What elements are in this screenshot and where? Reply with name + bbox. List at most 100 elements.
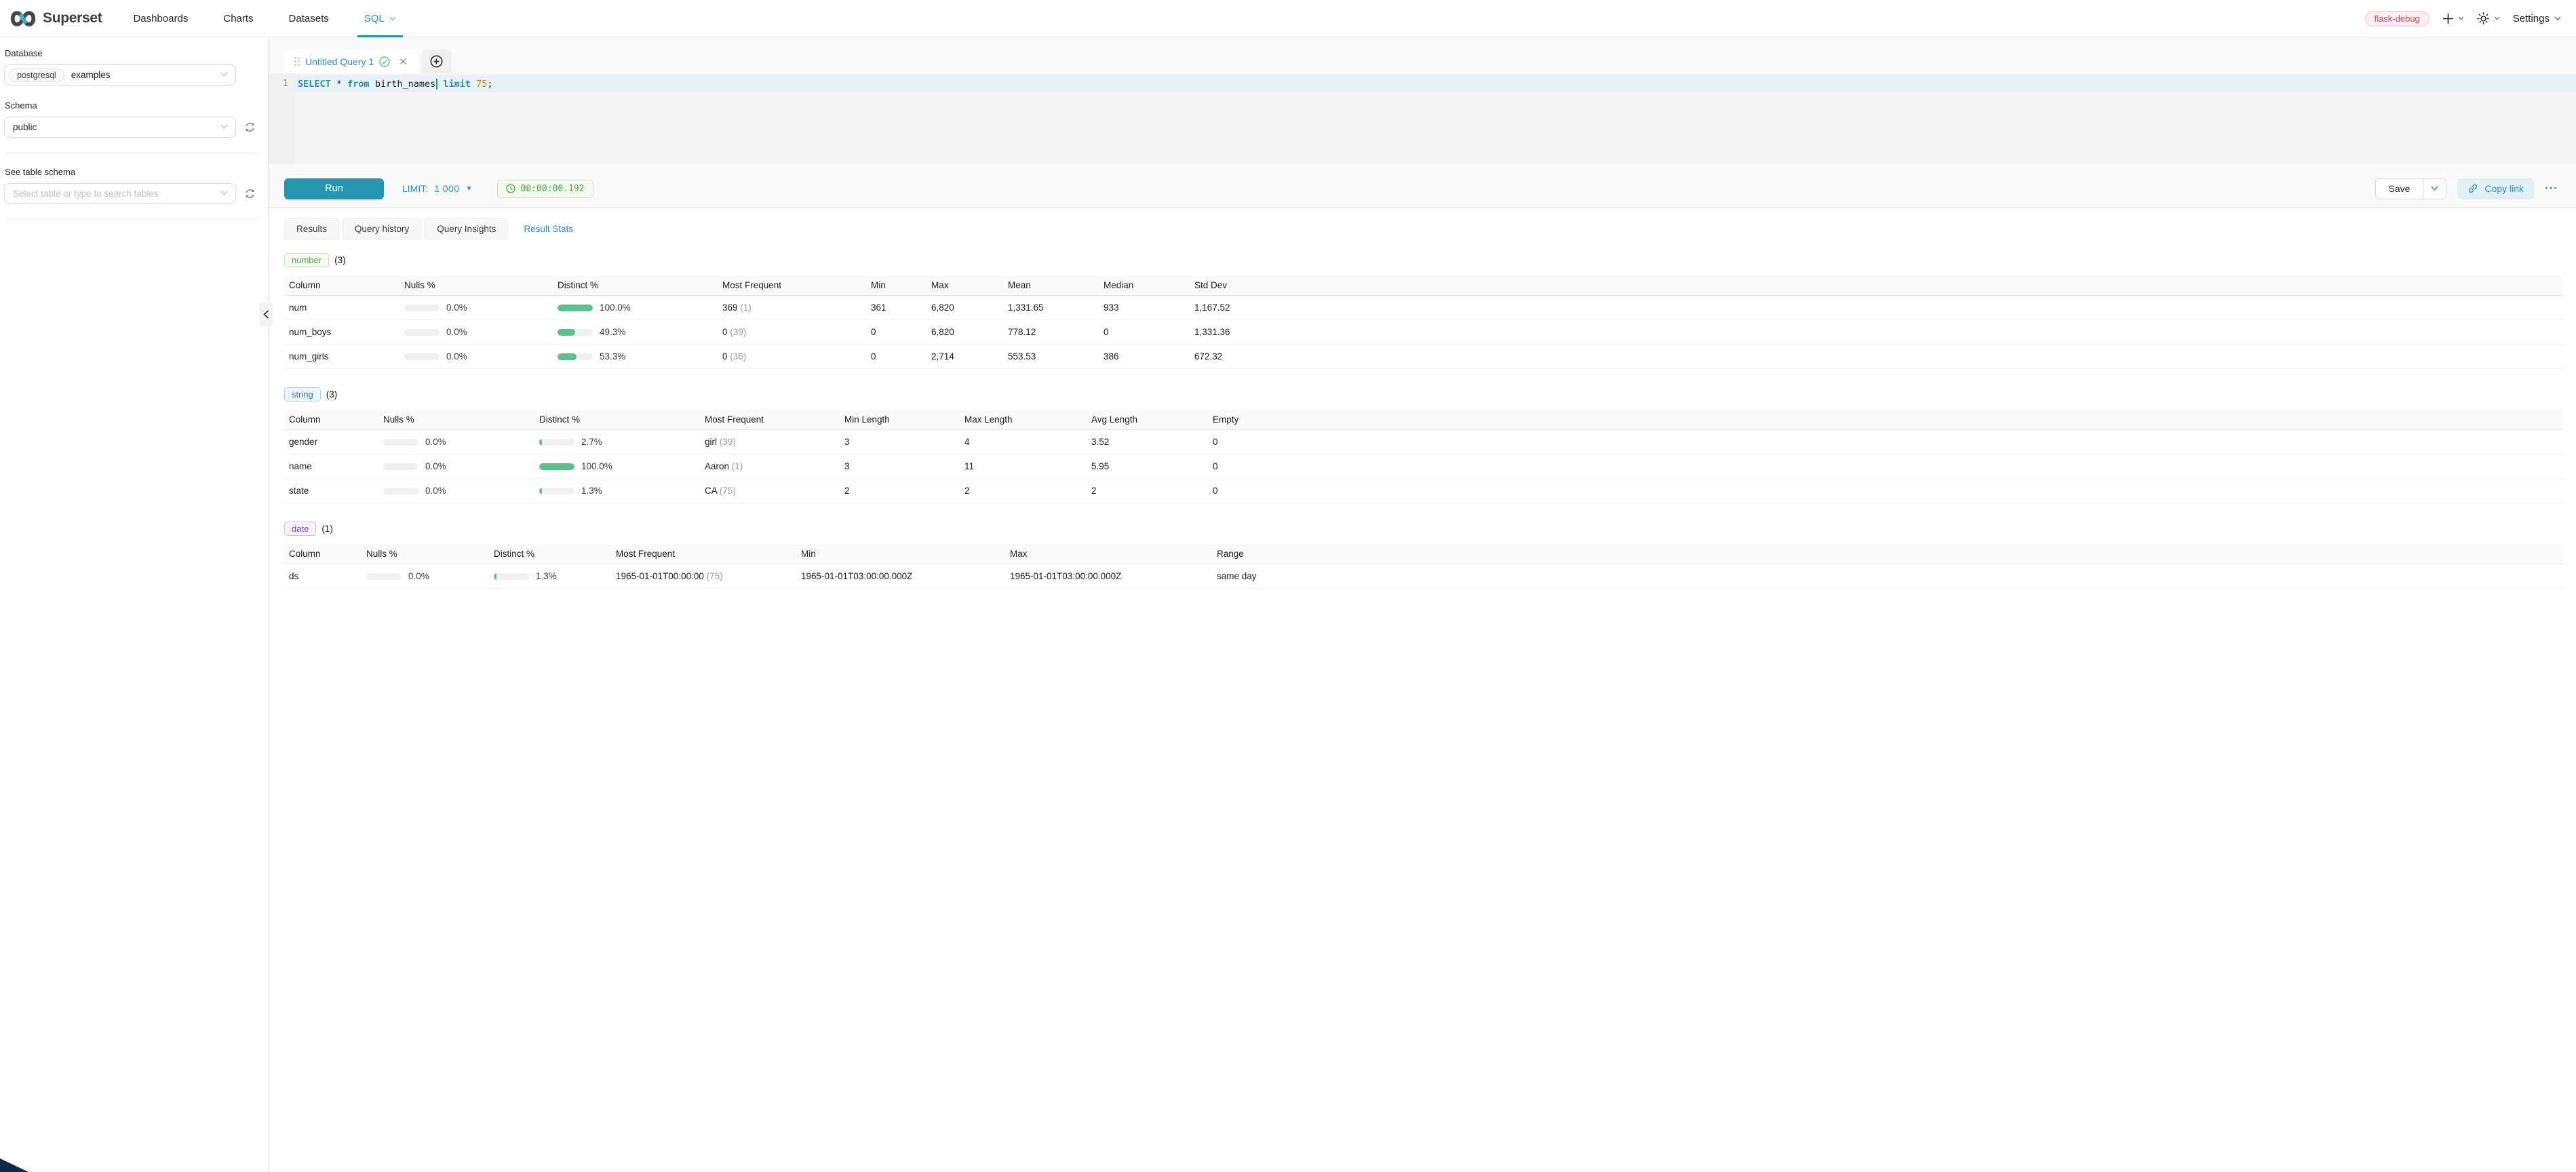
nav-sql[interactable]: SQL (347, 0, 414, 37)
column-header: Empty (1213, 414, 1239, 425)
stats-table-string: Column Nulls % Distinct % Most Frequent Min … (284, 410, 2563, 503)
cell-most-frequent: 0 (39) (718, 327, 866, 337)
database-select[interactable]: postgresql examples (4, 64, 236, 85)
cell-nulls-pct: 0.0% (378, 461, 534, 471)
close-tab-icon[interactable]: ✕ (399, 56, 408, 68)
column-header: Nulls % (366, 549, 397, 559)
column-header: Most Frequent (705, 414, 764, 425)
table-select[interactable]: Select table or type to search tables (4, 183, 236, 204)
divider (5, 219, 260, 220)
timer-value: 00:00:00.192 (520, 183, 585, 194)
table-row: state 0.0% 1.3% CA (75) 2 2 2 0 (284, 479, 2563, 503)
progress-bar (383, 463, 418, 470)
theme-toggle-button[interactable] (2477, 12, 2500, 25)
collapse-sidebar-button[interactable] (259, 302, 273, 326)
most-frequent-count: (36) (727, 351, 747, 362)
save-options-button[interactable] (2423, 179, 2446, 199)
tab-results[interactable]: Results (284, 218, 340, 239)
type-badge-date: date (284, 521, 317, 536)
nav-dashboards[interactable]: Dashboards (133, 12, 189, 24)
settings-label: Settings (2512, 12, 2550, 24)
most-frequent-count: (75) (703, 571, 723, 581)
progress-bar (383, 439, 418, 446)
more-options-button[interactable]: ··· (2545, 182, 2558, 195)
result-stats-content: number (3) Column Nulls % Distinct % Most F… (284, 239, 2563, 1172)
most-frequent-value: 0 (722, 327, 728, 337)
percent-label: 0.0% (408, 571, 429, 581)
most-frequent-value: Aaron (705, 461, 730, 471)
sql-line: SELECT * from birth_names limit 75; (294, 75, 2576, 92)
column-header: Range (1217, 549, 1244, 559)
query-tab[interactable]: Untitled Query 1 ✕ (284, 50, 418, 73)
column-header: Distinct % (558, 280, 599, 290)
percent-label: 0.0% (446, 302, 467, 313)
percent-label: 1.3% (581, 486, 602, 496)
line-number: 1 (282, 78, 288, 89)
new-query-tab-button[interactable] (421, 50, 452, 73)
cell-nulls-pct: 0.0% (399, 351, 553, 362)
progress-bar-fill (539, 439, 542, 446)
nav-charts[interactable]: Charts (223, 12, 254, 24)
tab-query-insights[interactable]: Query Insights (425, 218, 509, 239)
database-value: examples (71, 70, 111, 80)
new-item-button[interactable] (2442, 13, 2464, 24)
cell-stat-value: 553.53 (1008, 351, 1036, 362)
save-button[interactable]: Save (2376, 178, 2424, 199)
copy-link-button[interactable]: Copy link (2457, 178, 2535, 199)
limit-value: 1 000 (434, 183, 460, 194)
column-header: Avg Length (1091, 414, 1138, 425)
stats-table-number: Column Nulls % Distinct % Most Frequent Min M… (284, 275, 2563, 369)
chevron-down-icon (220, 191, 228, 196)
cell-stat-value: 778.12 (1008, 327, 1036, 337)
column-header: Most Frequent (722, 280, 782, 290)
refresh-schemas-icon[interactable] (244, 121, 256, 133)
stats-section-string: string (3) Column Nulls % Distinct % Most F… (284, 386, 2563, 503)
cell-stat-value: 1,331.36 (1194, 327, 1230, 337)
sql-token: * (330, 78, 348, 90)
cell-stat-value: 11 (964, 461, 975, 471)
superset-logo[interactable]: Superset (0, 9, 115, 28)
sql-token: birth_names (369, 78, 436, 90)
percent-label: 0.0% (425, 486, 446, 496)
editor-code-area[interactable]: SELECT * from birth_names limit 75; (294, 73, 2576, 164)
cell-stat-value: 4 (964, 437, 970, 447)
check-circle-icon (379, 56, 390, 67)
cell-stat-value: 2 (844, 486, 850, 496)
drag-handle-icon[interactable] (294, 57, 300, 66)
column-header: Distinct % (494, 549, 535, 559)
cell-stat-value: 0 (871, 351, 876, 362)
database-engine-tag: postgresql (9, 68, 64, 82)
cell-column-name: gender (289, 437, 318, 447)
schema-select[interactable]: public (4, 117, 236, 138)
cell-distinct-pct: 1.3% (534, 486, 700, 496)
limit-label: LIMIT: (402, 183, 429, 194)
cell-most-frequent: CA (75) (700, 486, 840, 496)
refresh-tables-icon[interactable] (244, 188, 256, 199)
column-header: Max (1010, 549, 1028, 559)
cell-stat-value: 1965-01-01T03:00:00.000Z (1010, 571, 1122, 581)
type-badge-string: string (284, 387, 321, 402)
column-header: Column (289, 414, 321, 425)
results-panel: Results Query history Query Insights Res… (269, 208, 2576, 1172)
column-header: Min Length (844, 414, 890, 425)
cell-nulls-pct: 0.0% (399, 327, 553, 337)
limit-dropdown[interactable]: LIMIT: 1 000 ▼ (402, 183, 473, 194)
settings-menu[interactable]: Settings (2513, 13, 2561, 24)
sql-token: limit (443, 78, 471, 90)
tab-query-history[interactable]: Query history (343, 218, 422, 239)
cell-most-frequent: 0 (36) (718, 351, 866, 362)
nav-datasets[interactable]: Datasets (288, 12, 329, 24)
column-header: Std Dev (1194, 280, 1228, 290)
tab-result-stats[interactable]: Result Stats (511, 218, 586, 239)
cell-stat-value: 2 (964, 486, 970, 496)
sql-editor[interactable]: 1 SELECT * from birth_names limit 75; (269, 73, 2576, 164)
run-button[interactable]: Run (284, 178, 384, 199)
app-header: Superset Dashboards Charts Datasets SQL … (0, 0, 2576, 37)
most-frequent-count: (1) (737, 302, 752, 313)
column-header: Max Length (964, 414, 1013, 425)
type-count: (3) (326, 389, 338, 399)
link-icon (2467, 183, 2478, 194)
save-split-button: Save (2375, 178, 2447, 199)
table-row: num 0.0% 100.0% 369 (1) 361 6,820 1,331.65 933 1… (284, 296, 2563, 320)
cell-stat-value: 0 (1213, 437, 1218, 447)
